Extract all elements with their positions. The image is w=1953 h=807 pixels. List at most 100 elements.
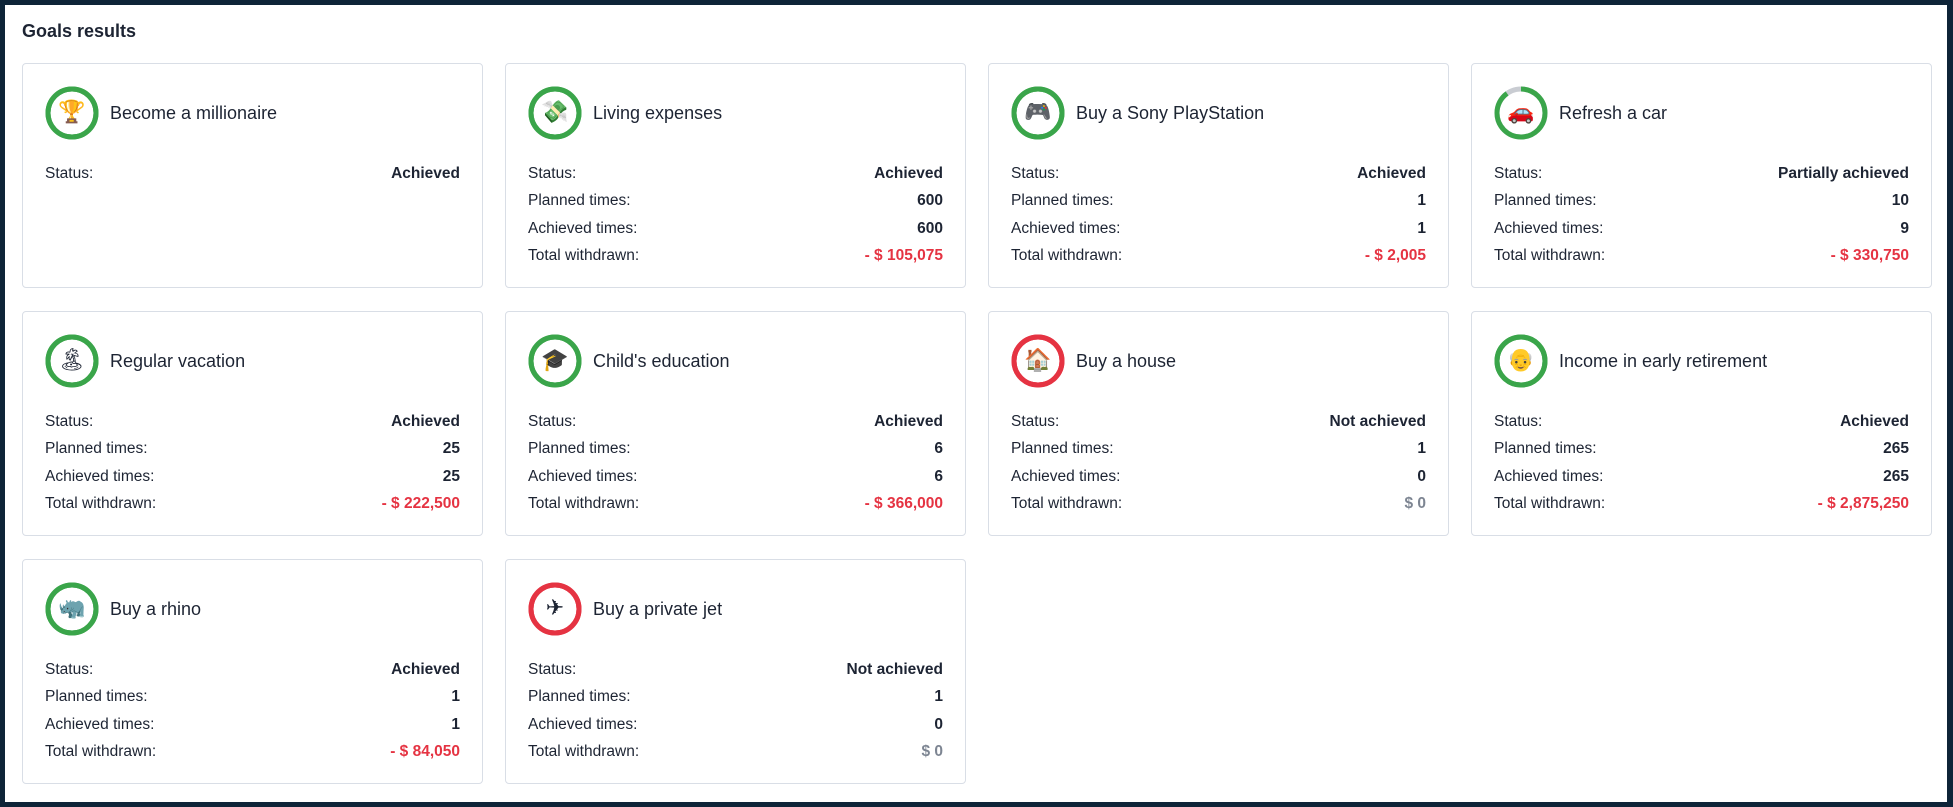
goal-row-label: Achieved times: xyxy=(1011,219,1121,237)
goal-card-header: 🎓 Child's education xyxy=(528,334,943,388)
goal-row-label: Achieved times: xyxy=(528,715,638,733)
goal-row-withdrawn: Total withdrawn: - $ 105,075 xyxy=(528,242,943,269)
goal-title: Child's education xyxy=(593,350,730,371)
goal-row-status: Status: Achieved xyxy=(528,408,943,435)
goal-row-status: Status: Achieved xyxy=(528,160,943,187)
goal-row-value: - $ 330,750 xyxy=(1830,246,1909,264)
goal-row-label: Status: xyxy=(528,413,577,430)
goal-row-label: Planned times: xyxy=(1494,192,1597,210)
goal-row-value: Achieved xyxy=(391,661,460,678)
goal-details: Status: Achieved Planned times: 600 Achieved… xyxy=(528,160,943,269)
goal-row-withdrawn: Total withdrawn: - $ 366,000 xyxy=(528,490,943,517)
goal-row-label: Total withdrawn: xyxy=(1494,494,1606,512)
goal-row-label: Planned times: xyxy=(45,440,148,458)
goal-card-header: 🏠 Buy a house xyxy=(1011,334,1426,388)
goal-row-label: Status: xyxy=(1494,165,1543,182)
goal-card: 🎓 Child's education Status: Achieved Plann… xyxy=(505,311,966,536)
goal-row-value: 1 xyxy=(934,688,943,706)
goal-row-status: Status: Achieved xyxy=(45,408,460,435)
goal-row-achieved: Achieved times: 0 xyxy=(1011,463,1426,490)
goal-row-achieved: Achieved times: 1 xyxy=(1011,215,1426,242)
goal-row-status: Status: Achieved xyxy=(1494,408,1909,435)
goal-card-header: 🎮 Buy a Sony PlayStation xyxy=(1011,86,1426,140)
goal-row-value: Not achieved xyxy=(1329,413,1426,430)
goal-row-value: - $ 366,000 xyxy=(864,494,943,512)
goal-row-value: Not achieved xyxy=(846,661,943,678)
goal-row-value: 1 xyxy=(1417,440,1426,458)
goal-details: Status: Achieved Planned times: 1 Achieved t… xyxy=(45,656,460,765)
goal-row-value: Achieved xyxy=(391,413,460,430)
goal-progress-ring: 🏆 xyxy=(45,86,99,140)
goal-progress-ring: 🏝 xyxy=(45,334,99,388)
goal-row-value: 265 xyxy=(1883,467,1909,485)
goal-row-value: Partially achieved xyxy=(1778,165,1909,182)
goal-card: 🏠 Buy a house Status: Not achieved Planned… xyxy=(988,311,1449,536)
elder-face-icon: 👴 xyxy=(1507,348,1535,373)
goal-row-status: Status: Achieved xyxy=(45,656,460,683)
goal-progress-ring: 🎮 xyxy=(1011,86,1065,140)
goal-card: 🎮 Buy a Sony PlayStation Status: Achieved… xyxy=(988,63,1449,288)
goal-row-value: 600 xyxy=(917,192,943,210)
goal-row-value: Achieved xyxy=(1840,413,1909,430)
goal-row-value: Achieved xyxy=(1357,165,1426,182)
goal-row-label: Status: xyxy=(528,165,577,182)
goal-row-withdrawn: Total withdrawn: $ 0 xyxy=(1011,490,1426,517)
goal-card-header: 🏆 Become a millionaire xyxy=(45,86,460,140)
goal-title: Income in early retirement xyxy=(1559,350,1768,371)
goal-row-planned: Planned times: 10 xyxy=(1494,187,1909,214)
goal-card: 🚗 Refresh a car Status: Partially achieve… xyxy=(1471,63,1932,288)
goal-row-value: 6 xyxy=(934,440,943,458)
goal-row-value: Achieved xyxy=(391,165,460,182)
goal-row-label: Total withdrawn: xyxy=(528,246,640,264)
goal-card: 👴 Income in early retirement Status: Achi… xyxy=(1471,311,1932,536)
goal-row-label: Achieved times: xyxy=(1494,219,1604,237)
goal-row-label: Total withdrawn: xyxy=(528,494,640,512)
goal-progress-ring: 🎓 xyxy=(528,334,582,388)
goal-title: Buy a private jet xyxy=(593,598,723,619)
goal-card-header: ✈ Buy a private jet xyxy=(528,582,943,636)
goal-row-value: - $ 84,050 xyxy=(390,742,460,760)
goal-row-value: 1 xyxy=(1417,219,1426,237)
goal-row-label: Total withdrawn: xyxy=(45,742,157,760)
goal-row-label: Achieved times: xyxy=(1011,467,1121,485)
goal-row-achieved: Achieved times: 265 xyxy=(1494,463,1909,490)
car-icon: 🚗 xyxy=(1507,100,1535,125)
goal-card: 🏆 Become a millionaire Status: Achieved xyxy=(22,63,483,288)
goal-row-value: Achieved xyxy=(874,413,943,430)
goal-row-withdrawn: Total withdrawn: - $ 330,750 xyxy=(1494,242,1909,269)
goal-details: Status: Achieved Planned times: 6 Achieved t… xyxy=(528,408,943,517)
goals-grid: 🏆 Become a millionaire Status: Achieved 💸… xyxy=(22,63,1932,784)
goal-details: Status: Achieved Planned times: 25 Achieved … xyxy=(45,408,460,517)
goal-row-planned: Planned times: 1 xyxy=(45,683,460,710)
goal-row-value: - $ 2,005 xyxy=(1364,246,1426,264)
goal-row-label: Total withdrawn: xyxy=(1494,246,1606,264)
goal-row-label: Status: xyxy=(528,661,577,678)
goal-details: Status: Achieved Planned times: 265 Achieved… xyxy=(1494,408,1909,517)
goal-row-value: - $ 2,875,250 xyxy=(1817,494,1909,512)
goal-row-value: 25 xyxy=(442,467,460,485)
goal-progress-ring: 💸 xyxy=(528,86,582,140)
goal-title: Buy a house xyxy=(1076,350,1177,371)
goal-row-withdrawn: Total withdrawn: - $ 222,500 xyxy=(45,490,460,517)
goal-row-label: Achieved times: xyxy=(528,219,638,237)
goal-title: Refresh a car xyxy=(1559,102,1668,123)
goals-results-panel: Goals results 🏆 Become a millionaire Sta… xyxy=(5,5,1947,802)
trophy-icon: 🏆 xyxy=(58,100,86,125)
goal-card: 🏝 Regular vacation Status: Achieved Planne… xyxy=(22,311,483,536)
goal-row-planned: Planned times: 600 xyxy=(528,187,943,214)
goal-card-header: 👴 Income in early retirement xyxy=(1494,334,1909,388)
goal-title: Buy a rhino xyxy=(110,598,202,619)
goal-title: Become a millionaire xyxy=(110,102,278,123)
gamepad-icon: 🎮 xyxy=(1024,100,1052,125)
goal-row-value: 6 xyxy=(934,467,943,485)
goal-row-value: $ 0 xyxy=(1404,494,1426,512)
goal-row-status: Status: Not achieved xyxy=(528,656,943,683)
goal-progress-ring: 👴 xyxy=(1494,334,1548,388)
goal-card: ✈ Buy a private jet Status: Not achieved P… xyxy=(505,559,966,784)
money-icon: 💸 xyxy=(541,100,569,125)
goal-progress-ring: ✈ xyxy=(528,582,582,636)
goal-row-value: 1 xyxy=(451,715,460,733)
goal-progress-ring: 🚗 xyxy=(1494,86,1548,140)
goal-row-label: Status: xyxy=(45,661,94,678)
goal-row-label: Planned times: xyxy=(528,440,631,458)
